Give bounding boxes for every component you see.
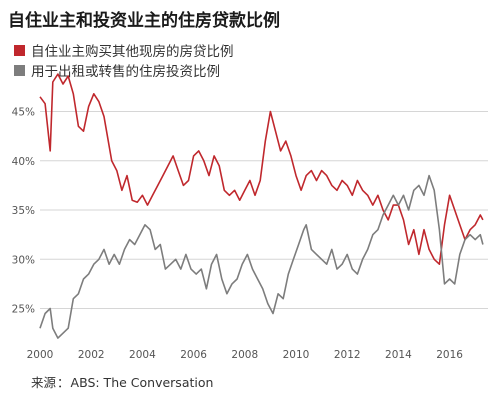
x-tick-label-2012: 2012 xyxy=(334,349,361,361)
y-tick-label-30: 30% xyxy=(12,254,35,266)
x-tick-label-2006: 2006 xyxy=(180,349,207,361)
x-tick-label-2008: 2008 xyxy=(231,349,258,361)
y-tick-label-45: 45% xyxy=(12,107,35,119)
x-tick-label-2004: 2004 xyxy=(129,349,156,361)
chart-title: 自住业主和投资业主的住房贷款比例 xyxy=(8,11,280,31)
x-tick-label-2010: 2010 xyxy=(283,349,310,361)
y-tick-label-25: 25% xyxy=(12,304,35,316)
legend-label-owner-occupier: 自住业主购买其他现房的房贷比例 xyxy=(31,44,234,60)
y-tick-label-40: 40% xyxy=(12,156,35,168)
x-tick-label-2016: 2016 xyxy=(436,349,463,361)
source-prefix: 来源 xyxy=(31,375,57,390)
y-tick-label-35: 35% xyxy=(12,205,35,217)
x-tick-label-2002: 2002 xyxy=(78,349,105,361)
x-tick-label-2000: 2000 xyxy=(27,349,54,361)
legend-swatch-owner-occupier xyxy=(14,44,25,56)
x-tick-label-2014: 2014 xyxy=(385,349,412,361)
legend-item-investor: 用于出租或转售的住房投资比例 xyxy=(14,60,220,80)
legend-item-owner-occupier: 自住业主购买其他现房的房贷比例 xyxy=(14,40,234,60)
source-note: 来源：ABS: The Conversation xyxy=(31,375,214,390)
series-line-owner-occupier xyxy=(39,73,484,265)
legend-label-investor: 用于出租或转售的住房投资比例 xyxy=(31,64,220,80)
series-line-investor xyxy=(39,174,484,339)
source-text: ABS: The Conversation xyxy=(70,375,214,390)
legend-swatch-investor xyxy=(14,64,25,76)
